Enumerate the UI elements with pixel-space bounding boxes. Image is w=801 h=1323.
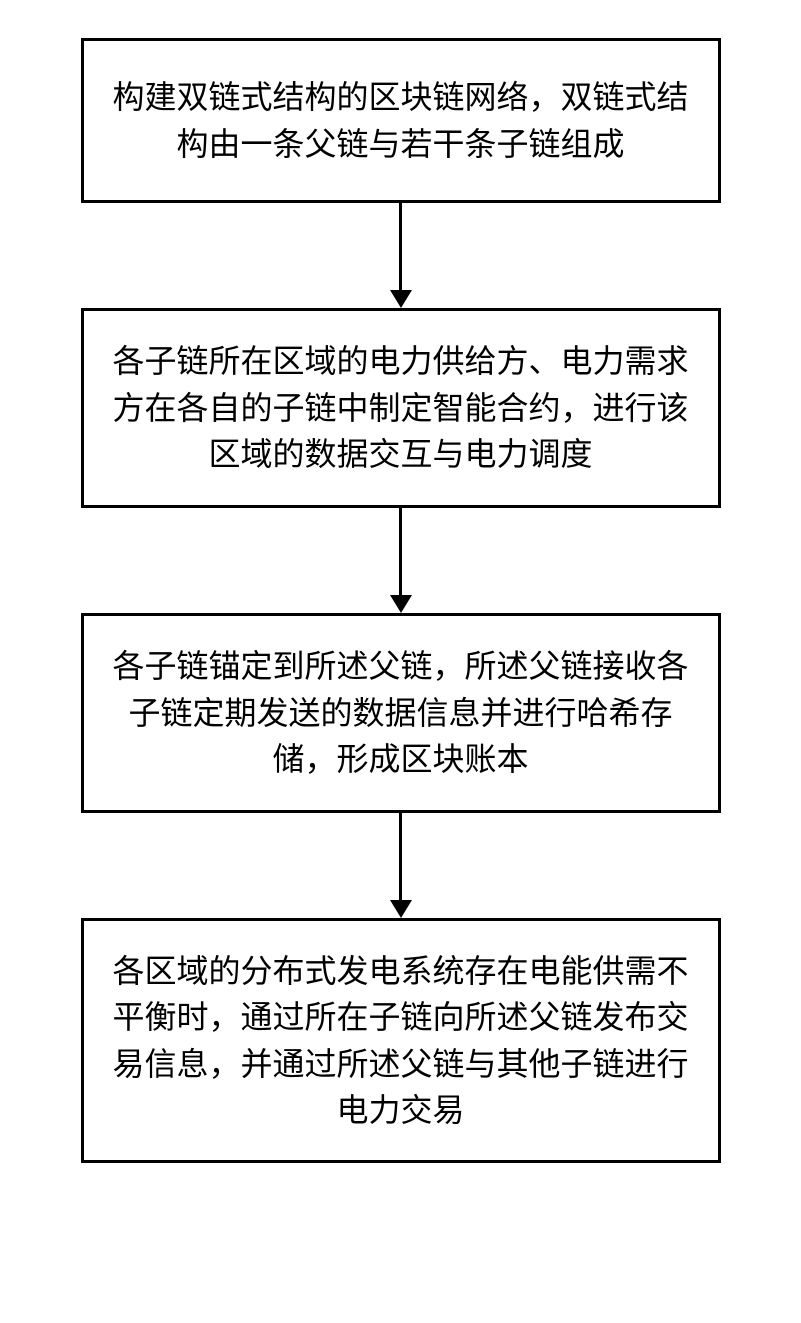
flowchart-arrow <box>390 813 412 918</box>
flowchart-container: 构建双链式结构的区块链网络，双链式结构由一条父链与若干条子链组成各子链所在区域的… <box>81 38 721 1163</box>
flowchart-node-n3: 各子链锚定到所述父链，所述父链接收各子链定期发送的数据信息并进行哈希存储，形成区… <box>81 613 721 813</box>
node-text: 构建双链式结构的区块链网络，双链式结构由一条父链与若干条子链组成 <box>106 74 696 167</box>
flowchart-node-n4: 各区域的分布式发电系统存在电能供需不平衡时，通过所在子链向所述父链发布交易信息，… <box>81 918 721 1163</box>
node-text: 各子链所在区域的电力供给方、电力需求方在各自的子链中制定智能合约，进行该区域的数… <box>106 338 696 477</box>
node-text: 各区域的分布式发电系统存在电能供需不平衡时，通过所在子链向所述父链发布交易信息，… <box>106 948 696 1134</box>
arrow-head-icon <box>390 900 412 918</box>
arrow-line <box>399 203 402 290</box>
node-text: 各子链锚定到所述父链，所述父链接收各子链定期发送的数据信息并进行哈希存储，形成区… <box>106 643 696 782</box>
arrow-line <box>399 508 402 595</box>
arrow-line <box>399 813 402 900</box>
arrow-head-icon <box>390 595 412 613</box>
flowchart-arrow <box>390 203 412 308</box>
flowchart-arrow <box>390 508 412 613</box>
flowchart-node-n1: 构建双链式结构的区块链网络，双链式结构由一条父链与若干条子链组成 <box>81 38 721 203</box>
arrow-head-icon <box>390 290 412 308</box>
flowchart-node-n2: 各子链所在区域的电力供给方、电力需求方在各自的子链中制定智能合约，进行该区域的数… <box>81 308 721 508</box>
